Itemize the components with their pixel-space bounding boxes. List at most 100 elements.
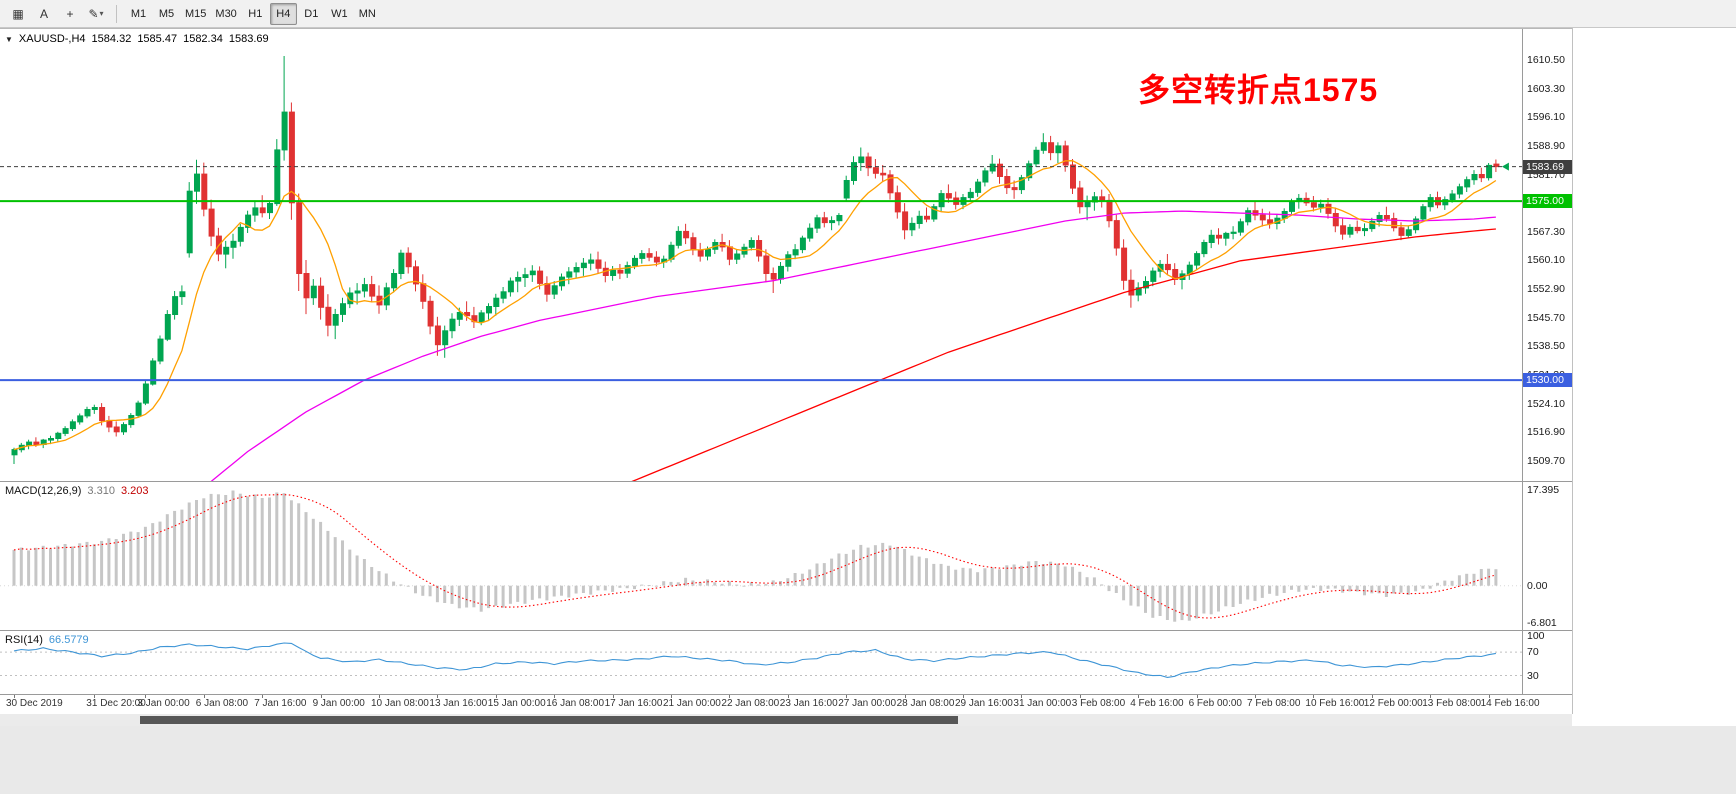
time-axis-tick xyxy=(1079,695,1081,698)
time-axis-tick xyxy=(262,695,264,698)
bid-price-line-tag: 1583.69 xyxy=(1523,159,1572,174)
time-axis-label: 13 Jan 16:00 xyxy=(429,698,488,709)
ohlc-close: 1583.69 xyxy=(228,33,269,45)
chart-window: 1610.501603.301596.101588.901581.701574.… xyxy=(0,28,1572,712)
time-axis-tick xyxy=(846,695,848,698)
time-axis[interactable]: 30 Dec 2019 31 Dec 20:00 3 Jan 00:00 6 Jan … xyxy=(0,695,1572,712)
rsi-chart[interactable] xyxy=(0,631,1522,694)
time-axis-label: 21 Jan 00:00 xyxy=(663,698,721,709)
timeframe-d1-button[interactable]: D1 xyxy=(304,7,319,20)
text-annotation-icon[interactable]: A xyxy=(39,6,48,21)
draw-tools-icon[interactable]: ✎ ▾ xyxy=(88,6,104,21)
macd-chart[interactable] xyxy=(0,482,1522,630)
time-axis-label: 16 Jan 08:00 xyxy=(546,698,605,709)
ohlc-low: 1582.34 xyxy=(183,33,223,45)
macd-histogram xyxy=(12,490,1498,622)
crosshair-icon[interactable]: + xyxy=(66,6,74,21)
time-axis-tick xyxy=(729,695,731,698)
time-axis-label: 6 Feb 00:00 xyxy=(1188,698,1242,709)
rsi-line xyxy=(13,642,1496,678)
rsi-scale-tick: 30 xyxy=(1527,669,1539,682)
macd-main-value: 3.310 xyxy=(87,485,115,497)
price-scale-tick: 1545.70 xyxy=(1527,311,1565,324)
time-axis-label: 17 Jan 16:00 xyxy=(604,698,663,709)
time-axis-tick xyxy=(379,695,380,698)
macd-scale-tick: 0.00 xyxy=(1527,579,1548,592)
time-axis-tick xyxy=(1255,695,1256,698)
macd-scale: 17.395 0.00 -6.801 xyxy=(1522,482,1572,630)
price-scale-tick: 1603.30 xyxy=(1527,82,1565,95)
horizontal-scrollbar[interactable] xyxy=(0,714,1572,726)
moving-averages-layer xyxy=(13,160,1497,481)
window-background xyxy=(0,726,1736,794)
price-scale-tick: 1552.90 xyxy=(1527,283,1565,295)
time-axis-tick xyxy=(14,695,15,698)
price-scale[interactable]: 1610.501603.301596.101588.901581.701574.… xyxy=(1522,29,1572,481)
price-pane: 1610.501603.301596.101588.901581.701574.… xyxy=(0,29,1572,482)
rsi-name: RSI(14) xyxy=(5,634,43,646)
toolbar-icon-group: ▦ A + ✎ ▾ xyxy=(6,3,108,25)
time-axis-label: 28 Jan 08:00 xyxy=(896,698,955,709)
timeframe-m5-button[interactable]: M5 xyxy=(158,7,175,20)
time-axis-label: 14 Feb 16:00 xyxy=(1480,698,1540,709)
price-scale-tick: 1588.90 xyxy=(1527,139,1565,152)
time-axis-tick xyxy=(787,695,789,698)
time-axis-tick xyxy=(612,695,614,698)
time-axis-label: 27 Jan 00:00 xyxy=(838,698,897,709)
timeframe-mn-button[interactable]: MN xyxy=(358,7,376,20)
time-axis-tick xyxy=(1488,695,1490,698)
chart-menu-icon[interactable]: ▼ xyxy=(5,34,13,44)
time-axis-label: 22 Jan 08:00 xyxy=(721,698,780,709)
rsi-label: RSI(14) 66.5779 xyxy=(5,634,89,646)
horizontal-line-1575-tag[interactable]: 1575.00 xyxy=(1523,194,1572,209)
horizontal-line-1530-tag[interactable]: 1530.00 xyxy=(1523,373,1572,388)
macd-signal-line xyxy=(13,494,1497,619)
price-scale-tick: 1567.30 xyxy=(1527,225,1565,238)
price-scale-tick: 1596.10 xyxy=(1527,111,1565,124)
macd-label: MACD(12,26,9) 3.310 3.203 xyxy=(5,485,148,497)
time-axis-label: 9 Jan 00:00 xyxy=(312,698,365,709)
time-axis-tick xyxy=(495,695,497,698)
time-axis-label: 15 Jan 00:00 xyxy=(487,698,546,709)
time-axis-label: 7 Jan 16:00 xyxy=(254,698,307,709)
ohlc-open: 1584.32 xyxy=(91,33,132,45)
timeframe-h4-button[interactable]: H4 xyxy=(269,2,297,25)
macd-scale-tick: 17.395 xyxy=(1527,484,1560,496)
time-axis-label: 6 Jan 08:00 xyxy=(195,698,249,709)
time-axis-tick xyxy=(904,695,906,698)
annotation-text[interactable]: 多空转折点1575 xyxy=(1138,72,1379,108)
time-axis-tick xyxy=(1371,695,1373,698)
timeframe-button-group: M1 M5 M15 M30 H1 H4 D1 W1 MN xyxy=(125,2,381,25)
macd-pane: 17.395 0.00 -6.801 MACD(12,26,9) 3.310 3.2… xyxy=(0,482,1572,631)
time-axis-tick xyxy=(1021,695,1023,698)
time-axis-tick xyxy=(671,695,672,698)
chart-grid-icon[interactable]: ▦ xyxy=(12,6,24,21)
time-axis-tick xyxy=(203,695,205,698)
time-axis-label: 3 Jan 00:00 xyxy=(137,698,190,709)
time-axis-label: 3 Feb 08:00 xyxy=(1071,698,1126,709)
workspace-gap xyxy=(1572,28,1736,714)
time-axis-label: 29 Jan 16:00 xyxy=(955,698,1013,709)
scrollbar-thumb[interactable] xyxy=(140,716,958,724)
rsi-scale-tick: 100 xyxy=(1527,630,1545,642)
symbol-period-label: XAUUSD-,H4 xyxy=(18,33,86,45)
time-axis-label: 12 Feb 00:00 xyxy=(1363,698,1423,709)
time-axis-label: 31 Jan 00:00 xyxy=(1013,698,1072,709)
time-axis-label: 31 Dec 20:00 xyxy=(86,698,146,709)
time-axis-tick xyxy=(1196,695,1198,698)
price-scale-tick: 1610.50 xyxy=(1527,54,1565,66)
price-scale-tick: 1538.50 xyxy=(1527,340,1565,353)
timeframe-m15-button[interactable]: M15 xyxy=(185,7,207,20)
rsi-pane: 100 70 30 RSI(14) 66.5779 xyxy=(0,630,1572,695)
timeframe-m30-button[interactable]: M30 xyxy=(215,7,237,20)
rsi-value: 66.5779 xyxy=(48,634,89,646)
time-axis-label: 23 Jan 16:00 xyxy=(779,698,838,709)
time-axis-tick xyxy=(1430,695,1432,698)
candlestick-chart[interactable] xyxy=(0,29,1522,481)
timeframe-m1-button[interactable]: M1 xyxy=(130,7,147,20)
main-toolbar: ▦ A + ✎ ▾ M1 M5 M15 M30 H1 H4 D1 W1 MN xyxy=(0,0,1736,28)
time-axis-tick xyxy=(320,695,322,698)
timeframe-w1-button[interactable]: W1 xyxy=(331,7,348,20)
candles-layer xyxy=(11,56,1500,464)
timeframe-h1-button[interactable]: H1 xyxy=(248,7,263,20)
